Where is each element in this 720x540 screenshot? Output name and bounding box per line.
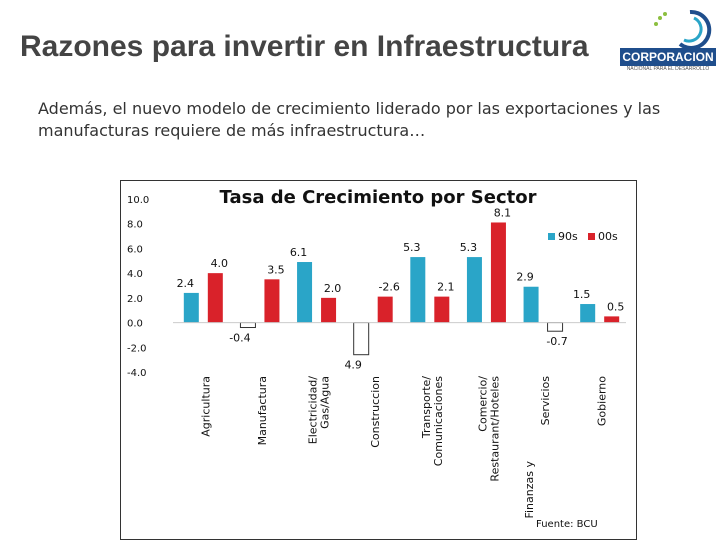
data-label: 6.1: [290, 246, 308, 259]
category-label: Electricidad/Gas/Agua: [307, 376, 332, 445]
category-label-line: Electricidad/: [307, 376, 320, 445]
category-label-line: Agricultura: [199, 376, 212, 437]
category-label-line: Gobierno: [596, 376, 609, 426]
bar-00s-1: [264, 279, 280, 323]
bar-90s-0: [183, 292, 199, 323]
category-label-line: Servicios: [539, 376, 552, 426]
extra-category-label-text: Finanzas y: [523, 461, 536, 519]
data-label: 2.4: [177, 277, 195, 290]
bar-00s-5: [490, 222, 506, 323]
bar-90s-4: [410, 257, 426, 323]
chart-source: Fuente: BCU: [536, 519, 598, 530]
bar-00s-2: [321, 297, 337, 323]
bar-00s-3: [377, 296, 393, 323]
chart-frame: 2.4 -0.4 6.1 4.9 5.3 5.3 2.9 1.5 4.0 3.5 2.0 -2.6 2.…: [120, 180, 637, 540]
y-tick-label: 4.0: [127, 269, 143, 280]
growth-bar-chart: 2.4 -0.4 6.1 4.9 5.3 5.3 2.9 1.5 4.0 3.5 2.0 -2.6 2.…: [127, 187, 626, 530]
category-label: Construccion: [369, 376, 382, 448]
logo-tagline: NACIONAL PARA EL DESARROLLO: [626, 66, 710, 72]
legend-label-90s: 90s: [558, 230, 578, 243]
y-tick-label: 2.0: [127, 294, 143, 305]
bar-00s-4: [434, 296, 450, 323]
category-label-line: Comercio/: [476, 376, 489, 432]
data-label: 2.1: [437, 281, 455, 294]
category-label: Manufactura: [256, 376, 269, 445]
page-subtitle: Además, el nuevo modelo de crecimiento l…: [38, 99, 661, 140]
legend-swatch-00s: [588, 233, 595, 240]
bar-00s-0: [207, 273, 223, 323]
data-label: 1.5: [573, 288, 591, 301]
data-label: 5.3: [460, 241, 478, 254]
bar-90s-6: [523, 286, 539, 323]
category-label: Servicios: [539, 376, 552, 426]
data-label: -2.6: [378, 281, 399, 294]
logo-name: CORPORACION: [620, 48, 716, 66]
chart-title: Tasa de Crecimiento por Sector: [220, 187, 537, 208]
logo-swirl-icon: [654, 9, 712, 48]
category-label-line: Restaurant/Hoteles: [488, 376, 501, 482]
bar-00s-7: [604, 316, 620, 323]
y-tick-label: 8.0: [127, 220, 143, 231]
category-label: Transporte/Comunicaciones: [420, 376, 445, 467]
data-label: 0.5: [607, 300, 625, 313]
y-tick-label: -2.0: [127, 343, 147, 354]
data-label: 4.9: [344, 359, 362, 372]
data-label: 4.0: [211, 257, 229, 270]
data-label: 5.3: [403, 241, 421, 254]
category-label-line: Comunicaciones: [432, 376, 445, 466]
data-label: -0.4: [229, 332, 250, 345]
category-label-line: Gas/Agua: [319, 376, 332, 429]
legend-label-00s: 00s: [598, 230, 618, 243]
y-tick-label: 0.0: [127, 319, 143, 330]
bar-90s-1: [239, 322, 256, 329]
data-label: 3.5: [267, 263, 285, 276]
page-title: Razones para invertir en Infraestructura: [20, 30, 589, 63]
bar-90s-3: [353, 322, 370, 356]
category-label-line: Manufactura: [256, 376, 269, 445]
y-tick-label: -4.0: [127, 368, 147, 379]
extra-category-label: Finanzas y: [523, 461, 536, 519]
legend-swatch-90s: [548, 233, 555, 240]
chart-legend: 90s 00s: [548, 230, 618, 243]
category-label: Agricultura: [199, 376, 212, 437]
category-label: Gobierno: [596, 376, 609, 426]
data-label: 8.1: [494, 206, 512, 219]
category-label-line: Transporte/: [420, 376, 433, 439]
data-label: 2.0: [324, 282, 342, 295]
bar-90s-7: [580, 304, 596, 323]
category-label-line: Construccion: [369, 376, 382, 448]
y-tick-label: 10.0: [127, 195, 149, 206]
category-label: Comercio/Restaurant/Hoteles: [476, 376, 501, 482]
bar-00s-6: [547, 322, 564, 332]
corporation-logo: CORPORACION NACIONAL PARA EL DESARROLLO: [620, 8, 716, 78]
bar-90s-5: [466, 257, 482, 323]
y-tick-label: 6.0: [127, 244, 143, 255]
data-label: 2.9: [516, 271, 534, 284]
bar-90s-2: [297, 262, 313, 323]
data-label: -0.7: [546, 335, 567, 348]
